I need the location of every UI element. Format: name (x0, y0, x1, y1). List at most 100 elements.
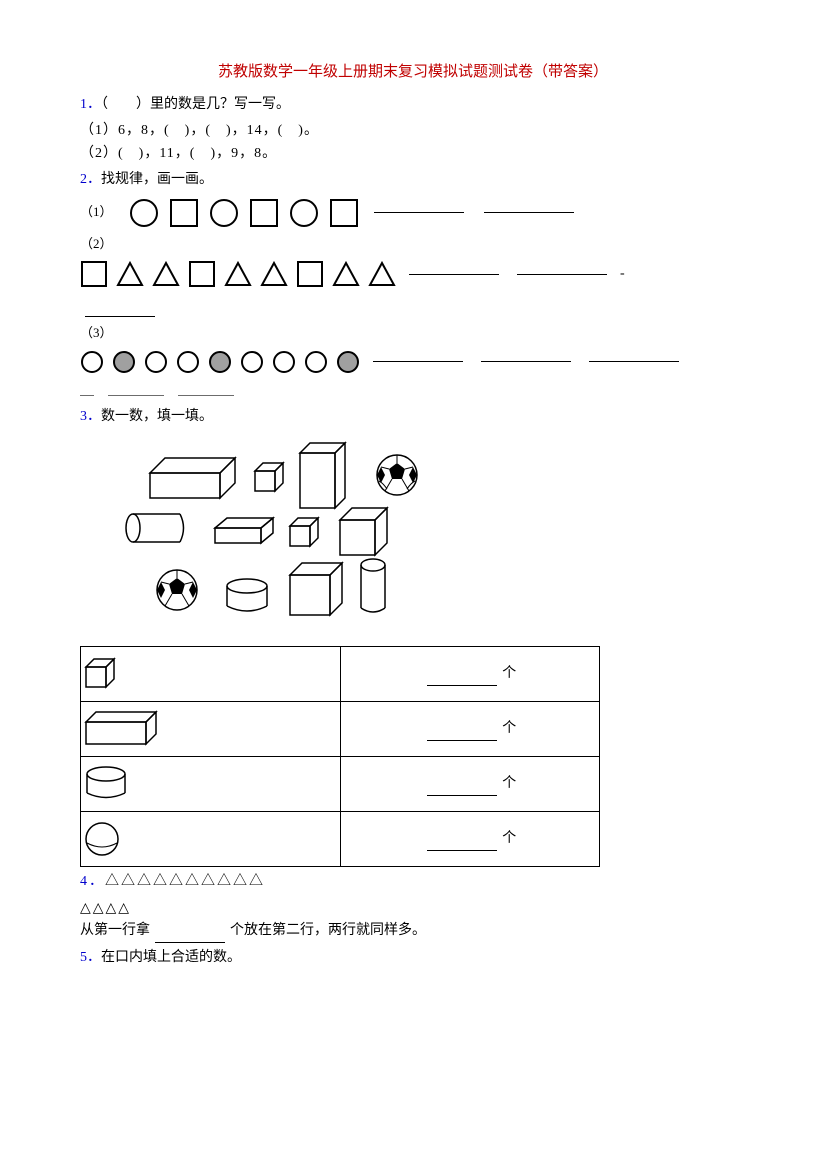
q3: 3．数一数，填一填。 (80, 406, 746, 428)
q1-sub1: （1）6，8，( )，( )，14，( )。 (80, 120, 746, 142)
q1-text: （ ）里的数是几？写一写。 (101, 97, 290, 112)
circle-outline-icon (240, 350, 264, 374)
circle-outline-icon (304, 350, 328, 374)
q2-p2-label: （2） (80, 234, 740, 255)
blank-line (427, 740, 497, 741)
blank-line (427, 685, 497, 686)
q1-sub2: （2）( )，11，( )，9，8。 (80, 143, 746, 165)
square-icon (188, 260, 216, 288)
small-cube-icon (290, 518, 318, 546)
unit-text: 个 (502, 721, 517, 736)
q2-p3-row (80, 350, 746, 374)
q4-num: 4． (80, 874, 105, 889)
triangle-icon (116, 260, 144, 288)
count-table: 个 个 个 (80, 646, 600, 867)
cylinder-icon (82, 765, 130, 803)
q2: 2．找规律，画一画。 (80, 169, 746, 191)
table-row: 个 (81, 757, 600, 812)
count-cell: 个 (340, 647, 600, 702)
q2-p2-cont (80, 294, 746, 316)
triangle-icon (224, 260, 252, 288)
circle-filled-icon (336, 350, 360, 374)
shape-cell (81, 702, 341, 757)
q4-tri1: △△△△△△△△△△ (105, 874, 265, 889)
table-row: 个 (81, 647, 600, 702)
q2-p2-row: - (80, 260, 746, 288)
triangle-icon (332, 260, 360, 288)
square-icon (169, 198, 199, 228)
q5-num: 5． (80, 950, 101, 965)
q5: 5．在口内填上合适的数。 (80, 947, 746, 969)
blank-line (409, 274, 499, 275)
shape-cell (81, 757, 341, 812)
tall-cuboid-icon (300, 443, 345, 508)
q2-p3-label: （3） (80, 323, 740, 344)
cube-icon (340, 508, 387, 555)
blank-line (484, 212, 574, 213)
circle-icon (289, 198, 319, 228)
small-cube-icon (255, 463, 283, 491)
short-cylinder-icon (227, 579, 267, 611)
unit-text: 个 (502, 776, 517, 791)
shape-cell (81, 647, 341, 702)
soccer-ball-icon (377, 455, 417, 495)
unit-text: 个 (502, 831, 517, 846)
blank-line (481, 361, 571, 362)
q1-s1-text: 6，8，( )，( )，14，( )。 (118, 123, 319, 138)
square-icon (329, 198, 359, 228)
shape-collection (110, 438, 460, 638)
triangle-icon (152, 260, 180, 288)
q4-row2: △△△△ (80, 898, 746, 920)
circle-icon (129, 198, 159, 228)
square-icon (296, 260, 324, 288)
q1-s2-label: （2） (80, 146, 118, 161)
blank-line (374, 212, 464, 213)
circle-filled-icon (208, 350, 232, 374)
blank-line (373, 361, 463, 362)
q1-s1-label: （1） (80, 123, 118, 138)
shape-cell (81, 812, 341, 867)
dash: - (620, 263, 625, 285)
cuboid-icon (82, 710, 162, 748)
q2-num: 2． (80, 172, 101, 187)
count-cell: 个 (340, 757, 600, 812)
triangle-icon (260, 260, 288, 288)
triangle-icon (368, 260, 396, 288)
sphere-icon (82, 819, 122, 859)
soccer-ball-icon (157, 570, 197, 610)
cube-icon (82, 657, 120, 692)
blank-line (589, 361, 679, 362)
count-cell: 个 (340, 702, 600, 757)
q3-num: 3． (80, 409, 101, 424)
q4-sent-b: 个放在第二行，两行就同样多。 (230, 923, 426, 938)
circle-outline-icon (272, 350, 296, 374)
q1-s2-text: ( )，11，( )，9，8。 (118, 146, 277, 161)
q1: 1．（ ）里的数是几？写一写。 (80, 94, 746, 116)
q2-p3-cont: ＿ ＿＿＿＿ ＿＿＿＿ (80, 380, 746, 402)
blank-line (427, 795, 497, 796)
blank-line (85, 316, 155, 317)
square-icon (80, 260, 108, 288)
q1-num: 1． (80, 97, 101, 112)
count-cell: 个 (340, 812, 600, 867)
cube-icon (290, 563, 342, 615)
blank-line (427, 850, 497, 851)
q2-p1-label: （1） (80, 202, 113, 223)
page-title: 苏教版数学一年级上册期末复习模拟试题测试卷（带答案） (80, 60, 746, 84)
q4-sentence: 从第一行拿个放在第二行，两行就同样多。 (80, 920, 746, 942)
flat-cuboid-icon (215, 518, 273, 543)
tall-cylinder-icon (361, 559, 385, 612)
blank-line (517, 274, 607, 275)
circle-outline-icon (176, 350, 200, 374)
q5-text: 在口内填上合适的数。 (101, 950, 241, 965)
q2-text: 找规律，画一画。 (101, 172, 213, 187)
blank-line (155, 942, 225, 943)
unit-text: 个 (502, 666, 517, 681)
table-row: 个 (81, 702, 600, 757)
q4-row1: 4．△△△△△△△△△△ (80, 871, 746, 893)
circle-filled-icon (112, 350, 136, 374)
cylinder-icon (126, 514, 184, 542)
circle-icon (209, 198, 239, 228)
circle-outline-icon (144, 350, 168, 374)
q3-text: 数一数，填一填。 (101, 409, 213, 424)
